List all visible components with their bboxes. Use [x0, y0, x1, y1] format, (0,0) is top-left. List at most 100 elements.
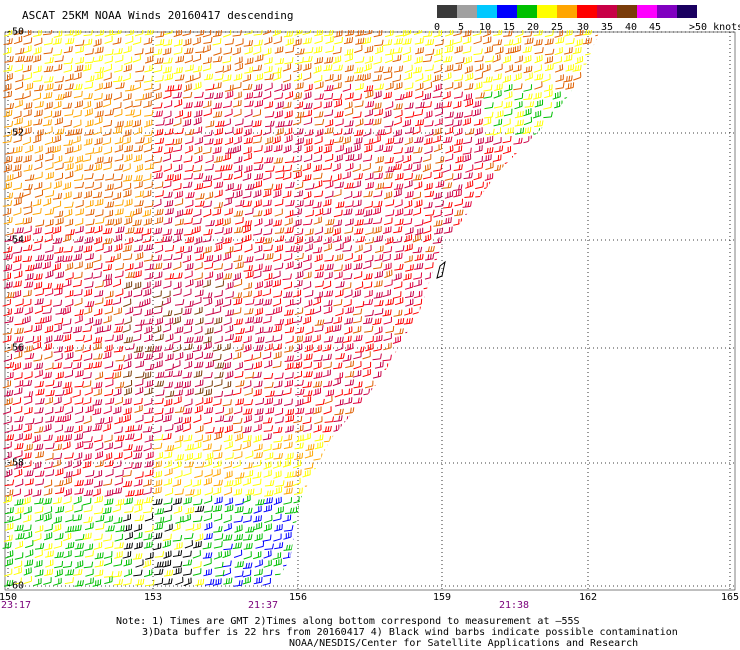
wind-barb [342, 335, 352, 343]
wind-barb [452, 569, 462, 577]
wind-barb [435, 354, 445, 362]
wind-barb [103, 551, 113, 559]
wind-barb [104, 576, 113, 585]
wind-barb [22, 234, 31, 243]
wind-barb [584, 550, 593, 559]
wind-barb [472, 432, 482, 441]
wind-barb [104, 361, 114, 369]
wind-barb [384, 120, 394, 128]
wind-barb [444, 190, 454, 199]
wind-barb [94, 100, 103, 110]
wind-barb [374, 524, 384, 532]
wind-barb [365, 343, 374, 352]
wind-barb [343, 441, 353, 450]
wind-barb [424, 533, 434, 541]
wind-barb [264, 490, 274, 497]
wind-barb [284, 317, 294, 326]
wind-barb [283, 434, 293, 442]
wind-barb [452, 578, 462, 586]
wind-barb [285, 298, 294, 308]
wind-barb [522, 379, 532, 387]
wind-barb [283, 441, 293, 450]
wind-barb [334, 154, 343, 163]
wind-barb [403, 234, 413, 243]
wind-barb [272, 270, 281, 280]
wind-barb [115, 434, 125, 442]
wind-barb [393, 129, 402, 137]
wind-barb [13, 170, 22, 180]
wind-barb [4, 469, 13, 478]
wind-barb [505, 460, 515, 468]
wind-barb [194, 434, 203, 443]
wind-barb [473, 479, 483, 487]
wind-barb [593, 218, 600, 226]
wind-barb [193, 498, 203, 506]
wind-barb [23, 155, 32, 163]
wind-barb [372, 74, 382, 82]
wind-barb [302, 533, 312, 541]
wind-barb [322, 207, 332, 216]
wind-barb [422, 171, 432, 180]
wind-barb [573, 397, 583, 405]
wind-barb [274, 198, 284, 207]
wind-barb [474, 531, 484, 540]
wind-barb [473, 576, 483, 585]
wind-barb [544, 30, 554, 38]
wind-barb [104, 541, 114, 550]
wind-barb [124, 145, 133, 153]
wind-barb [122, 470, 132, 477]
wind-barb [335, 201, 345, 209]
wind-barb [274, 83, 283, 92]
wind-barb [283, 525, 294, 532]
wind-barb [394, 531, 403, 540]
wind-barb [52, 192, 63, 200]
wind-barb [94, 326, 104, 334]
wind-barb [314, 35, 323, 44]
scale-label: 0 [433, 22, 441, 33]
wind-barb [164, 200, 174, 208]
wind-barb [214, 227, 224, 235]
wind-barb [154, 236, 164, 244]
wind-barb [34, 369, 43, 378]
wind-barb [222, 549, 231, 559]
wind-barb [95, 217, 105, 225]
wind-barb [563, 578, 572, 587]
wind-barb [215, 165, 225, 172]
wind-barb [364, 533, 374, 542]
wind-barb [383, 333, 392, 341]
wind-barb [512, 156, 522, 164]
wind-barb [565, 444, 575, 452]
wind-barb [114, 109, 123, 118]
wind-barb [333, 128, 343, 136]
wind-barb [43, 488, 53, 496]
wind-barb [123, 336, 133, 344]
wind-barb [265, 390, 275, 398]
wind-barb [403, 353, 413, 360]
wind-barb [93, 182, 102, 191]
wind-barb [304, 145, 313, 154]
wind-barb [374, 451, 384, 459]
wind-barb [555, 290, 565, 297]
wind-barb [582, 378, 592, 387]
wind-barb [23, 72, 32, 81]
wind-barb [473, 36, 482, 45]
wind-barb [424, 262, 434, 270]
wind-barb [113, 47, 123, 55]
wind-barb [534, 306, 543, 316]
wind-barb [192, 479, 202, 487]
wind-barb [403, 487, 413, 496]
wind-barb [63, 550, 72, 559]
wind-barb [473, 118, 483, 126]
wind-barb [432, 542, 442, 550]
wind-barb [352, 143, 361, 153]
wind-barb [214, 243, 223, 252]
wind-barb [33, 273, 43, 281]
wind-barb [422, 74, 432, 83]
wind-barb [555, 82, 565, 90]
wind-barb [383, 523, 393, 531]
wind-barb [582, 506, 592, 515]
wind-barb [54, 76, 64, 83]
wind-barb [475, 496, 484, 505]
wind-barb [605, 463, 615, 469]
wind-barb [464, 576, 473, 585]
